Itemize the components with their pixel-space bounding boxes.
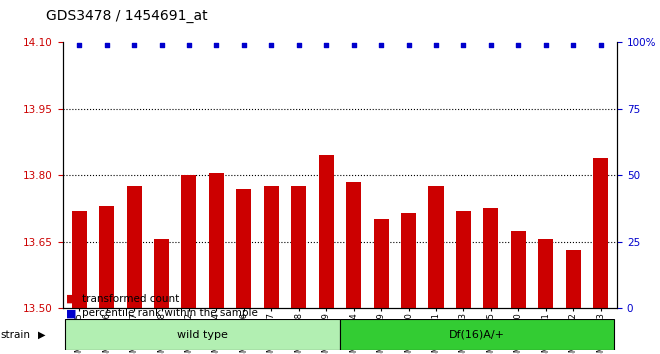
Text: percentile rank within the sample: percentile rank within the sample [82, 308, 258, 318]
Point [129, 42, 139, 48]
Point [266, 42, 277, 48]
Point [486, 42, 496, 48]
Bar [154, 239, 169, 308]
Bar [511, 230, 526, 308]
Bar [127, 186, 142, 308]
Text: ▶: ▶ [38, 330, 46, 339]
Point [238, 42, 249, 48]
Bar [593, 158, 608, 308]
Bar [236, 189, 251, 308]
Point [156, 42, 167, 48]
Text: ■: ■ [66, 308, 77, 318]
Bar [346, 182, 361, 308]
Point [348, 42, 359, 48]
Point [211, 42, 222, 48]
Point [458, 42, 469, 48]
Bar [340, 319, 614, 350]
Bar [428, 186, 444, 308]
Point [513, 42, 523, 48]
Point [294, 42, 304, 48]
Bar [566, 251, 581, 308]
Point [376, 42, 386, 48]
Bar [99, 206, 114, 308]
Bar [182, 175, 197, 308]
Text: wild type: wild type [178, 330, 228, 339]
Point [568, 42, 578, 48]
Point [541, 42, 551, 48]
Bar [319, 155, 334, 308]
Point [321, 42, 331, 48]
Bar [538, 239, 553, 308]
Bar [401, 213, 416, 308]
Bar [291, 186, 306, 308]
Text: ■: ■ [66, 294, 77, 304]
Text: GDS3478 / 1454691_at: GDS3478 / 1454691_at [46, 9, 208, 23]
Point [431, 42, 442, 48]
Point [183, 42, 194, 48]
Text: transformed count: transformed count [82, 294, 180, 304]
Text: Df(16)A/+: Df(16)A/+ [449, 330, 505, 339]
Bar [65, 319, 340, 350]
Point [403, 42, 414, 48]
Bar [72, 211, 86, 308]
Bar [483, 209, 498, 308]
Point [102, 42, 112, 48]
Point [595, 42, 606, 48]
Bar [209, 173, 224, 308]
Bar [264, 186, 279, 308]
Bar [456, 211, 471, 308]
Point [74, 42, 84, 48]
Text: strain: strain [1, 330, 30, 339]
Bar [374, 219, 389, 308]
